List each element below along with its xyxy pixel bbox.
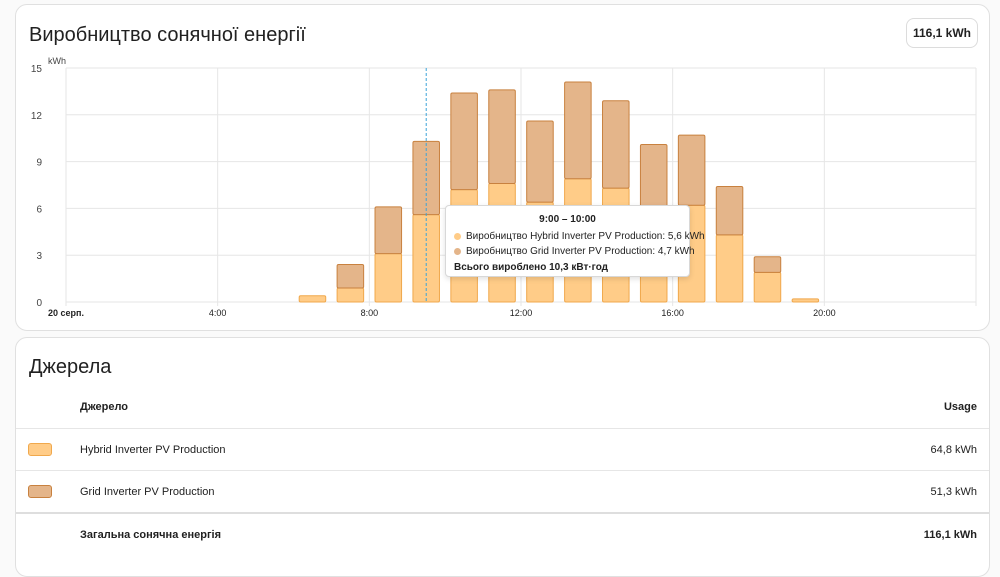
- legend-swatch-hybrid[interactable]: [28, 443, 52, 456]
- tooltip-dot-hybrid: [454, 233, 461, 240]
- tooltip-row-hybrid: Виробництво Hybrid Inverter PV Productio…: [454, 231, 705, 242]
- bar-grid: [488, 89, 516, 184]
- table-row[interactable]: Grid Inverter PV Production 51,3 kWh: [16, 470, 989, 513]
- tooltip-dot-grid: [454, 248, 461, 255]
- bar-grid: [564, 81, 592, 180]
- header-source[interactable]: Джерело: [80, 401, 129, 413]
- x-tick-label: 20:00: [813, 308, 836, 318]
- bar-grid: [526, 120, 554, 203]
- table-row[interactable]: Hybrid Inverter PV Production 64,8 kWh: [16, 428, 989, 471]
- sources-card: Джерела Джерело Usage Hybrid Inverter PV…: [15, 337, 990, 577]
- y-tick-label: 15: [31, 64, 43, 75]
- sources-card-title: Джерела: [29, 356, 112, 378]
- energy-bar-chart[interactable]: 0 3 6 9 12 15 kWh 20 серп. 4:00 8:00 12:00 16:00 20:…: [16, 5, 989, 330]
- chart-tooltip: 9:00 – 10:00 Виробництво Hybrid Inverter…: [445, 205, 705, 277]
- bar-grid: [639, 143, 668, 209]
- source-name: Grid Inverter PV Production: [79, 470, 708, 513]
- bar-grid: [753, 256, 782, 273]
- chart-card-title: Виробництво сонячної енергії: [29, 24, 306, 46]
- sources-table: Джерело Usage Hybrid Inverter PV Product…: [16, 386, 989, 555]
- y-tick-label: 3: [36, 251, 42, 262]
- legend-swatch-grid[interactable]: [28, 485, 52, 498]
- source-name: Hybrid Inverter PV Production: [79, 428, 708, 471]
- total-production-badge: 116,1 kWh: [905, 18, 978, 48]
- bar-grid: [715, 186, 744, 236]
- tooltip-row-hybrid-label: Виробництво Hybrid Inverter PV Productio…: [466, 231, 705, 242]
- bar-grid: [336, 264, 365, 289]
- total-row: Загальна сонячна енергія 116,1 kWh: [16, 512, 989, 555]
- solar-production-card: Виробництво сонячної енергії 116,1 kWh 0…: [15, 4, 990, 331]
- y-tick-label: 12: [31, 111, 43, 122]
- header-swatch-cell: [16, 386, 79, 429]
- bar-hybrid: [791, 298, 820, 303]
- total-value: 116,1 kWh: [707, 512, 989, 555]
- tooltip-title: 9:00 – 10:00: [539, 214, 596, 225]
- total-label: Загальна сонячна енергія: [79, 512, 708, 555]
- x-tick-label: 8:00: [361, 308, 379, 318]
- y-tick-label: 9: [36, 158, 42, 169]
- y-tick-label: 0: [36, 298, 42, 309]
- header-usage[interactable]: Usage: [943, 401, 977, 413]
- y-tick-label: 6: [36, 204, 42, 215]
- tooltip-row-grid: Виробництво Grid Inverter PV Production:…: [454, 246, 695, 257]
- tooltip-total: Всього вироблено 10,3 кВт·год: [454, 262, 609, 273]
- tooltip-row-grid-label: Виробництво Grid Inverter PV Production:…: [466, 246, 695, 257]
- y-axis-label: kWh: [48, 56, 66, 66]
- bar-hybrid: [298, 295, 327, 303]
- bar-grid: [602, 100, 630, 189]
- bar-grid: [450, 92, 478, 191]
- source-usage: 51,3 kWh: [707, 470, 989, 513]
- source-usage: 64,8 kWh: [707, 428, 989, 471]
- bar-hybrid: [336, 287, 365, 303]
- x-tick-label: 4:00: [209, 308, 227, 318]
- x-tick-label: 12:00: [510, 308, 533, 318]
- bar-hybrid: [753, 271, 782, 303]
- x-tick-label: 20 серп.: [48, 308, 84, 318]
- bar-hybrid: [715, 234, 744, 303]
- bar-grid: [374, 206, 403, 255]
- x-tick-label: 16:00: [661, 308, 684, 318]
- bar-hybrid: [374, 253, 403, 303]
- sources-header-row: Джерело Usage: [16, 386, 989, 429]
- bar-grid: [677, 134, 706, 206]
